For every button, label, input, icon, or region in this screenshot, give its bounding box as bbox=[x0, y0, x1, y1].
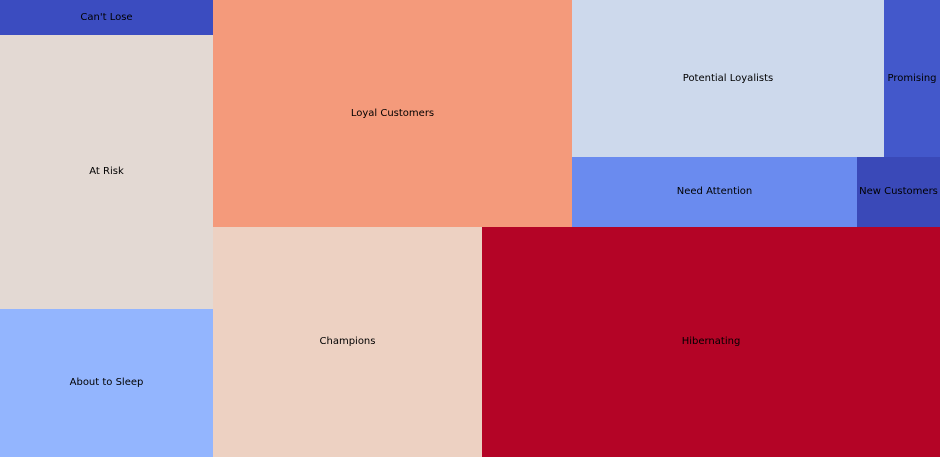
treemap-cell-cant-lose: Can't Lose bbox=[0, 0, 213, 35]
treemap-cell-new-customers: New Customers bbox=[857, 157, 940, 227]
treemap-cell-at-risk: At Risk bbox=[0, 35, 213, 309]
treemap-label-hibernating: Hibernating bbox=[681, 336, 741, 347]
treemap-cell-about-to-sleep: About to Sleep bbox=[0, 309, 213, 457]
treemap-cell-promising: Promising bbox=[884, 0, 940, 157]
treemap-label-loyal-customers: Loyal Customers bbox=[350, 107, 435, 119]
treemap-label-potential-loyalists: Potential Loyalists bbox=[682, 72, 774, 84]
treemap-label-new-customers: New Customers bbox=[859, 186, 938, 197]
treemap-label-need-attention: Need Attention bbox=[676, 186, 753, 197]
treemap-label-champions: Champions bbox=[319, 336, 376, 347]
treemap-label-about-to-sleep: About to Sleep bbox=[69, 377, 144, 388]
treemap-label-promising: Promising bbox=[887, 72, 937, 84]
treemap-cell-loyal-customers: Loyal Customers bbox=[213, 0, 572, 227]
treemap-cell-hibernating: Hibernating bbox=[482, 227, 940, 457]
treemap-label-at-risk: At Risk bbox=[89, 166, 124, 177]
treemap-cell-need-attention: Need Attention bbox=[572, 157, 857, 227]
treemap-cell-potential-loyalists: Potential Loyalists bbox=[572, 0, 884, 157]
treemap-label-cant-lose: Can't Lose bbox=[80, 11, 133, 23]
treemap-cell-champions: Champions bbox=[213, 227, 482, 457]
